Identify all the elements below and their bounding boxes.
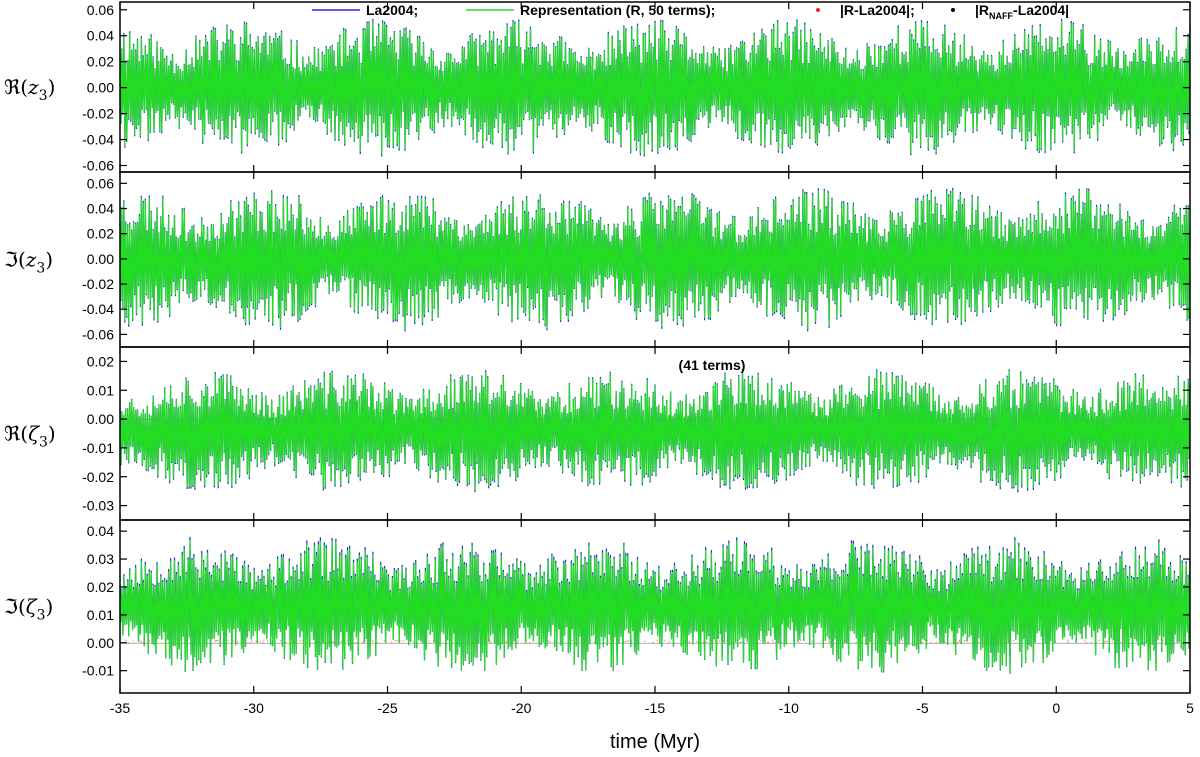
y-tick-label: 0.06 (87, 175, 114, 191)
ylabel-var: z (27, 75, 39, 99)
x-tick-label: -10 (779, 700, 799, 716)
panel-3: 0.02 0.01 0.00 -0.01 -0.02 -0.03 ℜ(ζ3) (41 term… (4, 346, 1191, 521)
x-tick-label: 0 (1052, 700, 1060, 716)
legend-label-main: |R (975, 2, 989, 18)
ylabel-symbol: ℑ (4, 595, 18, 619)
legend-swatch-3 (816, 8, 820, 12)
ylabel-sub: 3 (37, 608, 46, 624)
panel-4: 0.04 0.03 0.02 0.01 0.00 -0.01 ℑ(ζ3) (4, 519, 1191, 694)
legend-label-1: La2004; (366, 2, 418, 18)
y-tick-label: 0.04 (87, 201, 114, 217)
y-tick-label: -0.02 (82, 106, 114, 122)
y-tick-label: 0.04 (87, 28, 114, 44)
representation-series (119, 370, 1191, 491)
y-tick-label: 0.02 (87, 353, 114, 369)
y-tick-label: 0.02 (87, 226, 114, 242)
legend-label-3: |R-La2004|; (840, 2, 915, 18)
ylabel-open: ( (18, 595, 26, 619)
ylabel-var: ζ (28, 422, 40, 446)
panel-frame (119, 519, 1191, 694)
y-tick-label: -0.06 (82, 158, 114, 174)
ylabel-var: z (25, 248, 37, 272)
legend: La2004; Representation (R, 50 terms); |R-L… (312, 2, 1069, 21)
y-tick-label: 0.00 (87, 251, 114, 267)
ylabel-sub: 3 (36, 261, 45, 277)
ylabel-open: ( (20, 422, 28, 446)
legend-label-4: |RNAFF-La2004| (975, 2, 1069, 21)
legend-swatch-4 (951, 8, 955, 12)
representation-series (119, 20, 1191, 155)
x-tick-label: 5 (1186, 700, 1194, 716)
y-tick-label: 0.00 (87, 411, 114, 427)
y-tick-label: -0.02 (82, 469, 114, 485)
ylabel-symbol: ℜ (4, 422, 21, 446)
panel-annotation: (41 terms) (679, 357, 746, 373)
panel-2: 0.06 0.04 0.02 0.00 -0.02 -0.04 -0.06 ℑ(z3) (4, 171, 1191, 348)
y-tick-label: 0.03 (87, 551, 114, 567)
ylabel-close: ) (48, 422, 56, 446)
y-axis-label: ℑ(ζ3) (4, 595, 53, 624)
y-axis-label: ℜ(z3) (4, 75, 55, 104)
x-tick-label: -5 (916, 700, 929, 716)
y-tick-label: -0.06 (82, 326, 114, 342)
x-tick-label: -15 (645, 700, 665, 716)
y-tick-label: 0.01 (87, 382, 114, 398)
x-tick-label: -20 (511, 700, 531, 716)
ylabel-close: ) (45, 248, 53, 272)
x-axis-title: time (Myr) (610, 731, 700, 753)
y-tick-label: -0.04 (82, 301, 114, 317)
ylabel-open: ( (20, 75, 28, 99)
y-tick-label: 0.00 (87, 80, 114, 96)
ylabel-close: ) (46, 595, 54, 619)
legend-label-2: Representation (R, 50 terms); (520, 2, 715, 18)
ylabel-sub: 3 (39, 435, 48, 451)
y-tick-label: -0.03 (82, 498, 114, 514)
y-tick-label: 0.06 (87, 2, 114, 18)
x-tick-label: -25 (377, 700, 397, 716)
y-axis-label: ℜ(ζ3) (4, 422, 56, 451)
x-tick-label: -30 (244, 700, 264, 716)
ylabel-var: ζ (26, 595, 38, 619)
ylabel-symbol: ℑ (4, 248, 18, 272)
ylabel-close: ) (48, 75, 56, 99)
legend-label-sub: NAFF (989, 11, 1013, 21)
ylabel-sub: 3 (39, 88, 48, 104)
y-tick-label: -0.01 (82, 663, 114, 679)
y-tick-label: -0.04 (82, 132, 114, 148)
y-tick-label: -0.02 (82, 276, 114, 292)
ylabel-symbol: ℜ (4, 75, 21, 99)
legend-label-tail: -La2004| (1013, 2, 1069, 18)
representation-series (119, 189, 1191, 330)
y-tick-label: 0.02 (87, 579, 114, 595)
y-tick-label: -0.01 (82, 440, 114, 456)
x-tick-label: -35 (110, 700, 130, 716)
panel-1: 0.06 0.04 0.02 0.00 -0.02 -0.04 -0.06 ℜ(z3) (4, 1, 1191, 174)
y-tick-label: 0.04 (87, 523, 114, 539)
y-tick-label: 0.02 (87, 54, 114, 70)
y-tick-label: 0.01 (87, 607, 114, 623)
y-axis-label: ℑ(z3) (4, 248, 53, 277)
ylabel-open: ( (18, 248, 26, 272)
representation-series (119, 539, 1191, 673)
y-tick-label: 0.00 (87, 635, 114, 651)
